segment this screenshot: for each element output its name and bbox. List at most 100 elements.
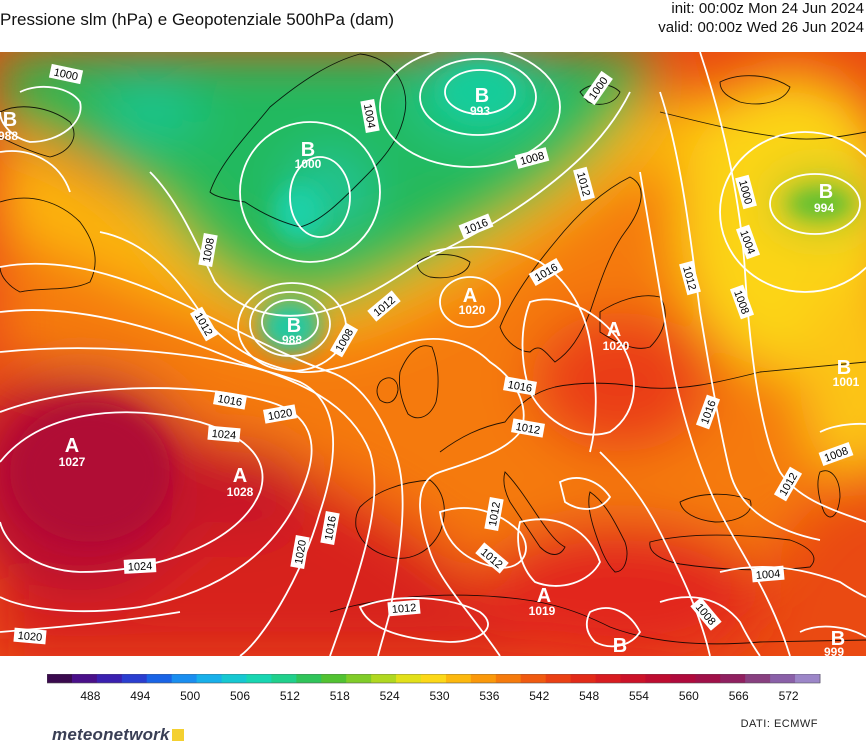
colorbar-tick-label: 536	[479, 689, 499, 703]
colorbar-tick-label: 518	[330, 689, 350, 703]
svg-text:A: A	[233, 465, 247, 487]
isobar-label: 1012	[487, 501, 503, 527]
svg-text:1000: 1000	[295, 157, 322, 171]
svg-text:1019: 1019	[529, 604, 556, 618]
colorbar-swatch	[670, 674, 696, 683]
colorbar-swatch	[71, 674, 98, 683]
colorbar-swatch	[221, 674, 247, 683]
colorbar-swatch	[745, 674, 771, 683]
svg-text:B: B	[287, 315, 301, 337]
svg-text:A: A	[65, 435, 79, 457]
colorbar-tick-label: 530	[429, 689, 449, 703]
weather-map: 1000 1004 1000 1008 1012 1016 1008 1012 …	[0, 52, 866, 656]
svg-text:B: B	[831, 628, 845, 650]
svg-text:B: B	[475, 85, 489, 107]
colorbar-swatch	[246, 674, 272, 683]
isobar-label: 1008	[201, 237, 217, 263]
svg-text:B: B	[301, 139, 315, 161]
colorbar-tick-label: 560	[679, 689, 699, 703]
isobar-label: 1020	[293, 539, 309, 565]
isobar-label: 1024	[128, 560, 153, 573]
svg-text:999: 999	[824, 645, 844, 656]
colorbar-swatch	[545, 674, 572, 683]
colorbar-swatch	[595, 674, 622, 683]
colorbar-ticks: 488 494 500 506 512 518 524 530 536 542 548 554 560 5…	[80, 689, 799, 703]
colorbar-swatch	[96, 674, 123, 683]
svg-text:1020: 1020	[603, 339, 630, 353]
colorbar-swatch	[795, 674, 821, 683]
svg-text:A: A	[537, 585, 551, 607]
brand-square-icon	[171, 729, 184, 741]
colorbar-tick-label: 542	[529, 689, 549, 703]
colorbar-swatch	[770, 674, 796, 683]
colorbar-swatch	[645, 674, 671, 683]
colorbar-swatch	[196, 674, 223, 683]
colorbar-swatch	[470, 674, 497, 683]
valid-time: valid: 00:00z Wed 26 Jun 2024	[658, 19, 864, 36]
colorbar-swatch	[146, 674, 173, 683]
colorbar-swatch	[421, 674, 447, 683]
svg-text:B: B	[613, 635, 627, 656]
svg-text:994: 994	[814, 201, 834, 215]
colorbar-tick-label: 512	[280, 689, 300, 703]
colorbar-tick-label: 554	[629, 689, 649, 703]
colorbar-swatch	[720, 674, 746, 683]
colorbar-swatch	[346, 674, 372, 683]
colorbar: 488 494 500 506 512 518 524 530 536 542 548 554 560 5…	[47, 674, 821, 703]
colorbar-swatch	[445, 674, 472, 683]
svg-text:1020: 1020	[459, 303, 486, 317]
colorbar-swatches	[47, 674, 821, 684]
colorbar-tick-label: 524	[380, 689, 400, 703]
isobar-label: 1020	[17, 630, 42, 644]
svg-text:988: 988	[0, 129, 18, 143]
colorbar-swatch	[271, 674, 297, 683]
svg-text:988: 988	[282, 333, 302, 347]
isobar-label: 1016	[217, 393, 243, 409]
map-title: Pressione slm (hPa) e Geopotenziale 500h…	[0, 10, 395, 29]
colorbar-swatch	[520, 674, 547, 683]
low-center-south: B	[613, 635, 627, 656]
svg-text:B: B	[3, 109, 17, 131]
svg-text:1028: 1028	[227, 485, 254, 499]
init-time: init: 00:00z Mon 24 Jun 2024	[671, 0, 864, 17]
colorbar-swatch	[620, 674, 646, 683]
isobar-label: 1020	[267, 407, 293, 423]
colorbar-tick-label: 506	[230, 689, 250, 703]
svg-text:A: A	[607, 319, 621, 341]
svg-text:A: A	[463, 285, 477, 307]
svg-text:1027: 1027	[59, 455, 86, 469]
isobar-label: 1004	[361, 103, 377, 129]
colorbar-swatch	[695, 674, 721, 683]
colorbar-tick-label: 494	[130, 689, 150, 703]
colorbar-swatch	[371, 674, 397, 683]
isobar-label: 1024	[211, 428, 236, 442]
forecast-dates: init: 00:00z Mon 24 Jun 2024 valid: 00:0…	[658, 0, 864, 37]
colorbar-swatch	[171, 674, 198, 683]
colorbar-swatch	[396, 674, 422, 683]
colorbar-tick-label: 566	[729, 689, 749, 703]
svg-text:993: 993	[470, 104, 490, 118]
svg-text:B: B	[837, 357, 851, 379]
colorbar-swatch	[296, 674, 322, 683]
colorbar-swatch	[495, 674, 522, 683]
isobar-label: 1016	[323, 515, 339, 541]
colorbar-swatch	[321, 674, 347, 683]
colorbar-tick-label: 488	[80, 689, 100, 703]
colorbar-tick-label: 572	[779, 689, 799, 703]
isobar-label: 1012	[515, 421, 541, 437]
colorbar-tick-label: 500	[180, 689, 200, 703]
colorbar-swatch	[121, 674, 148, 683]
isobar-label: 1012	[391, 602, 416, 616]
colorbar-swatch	[570, 674, 597, 683]
